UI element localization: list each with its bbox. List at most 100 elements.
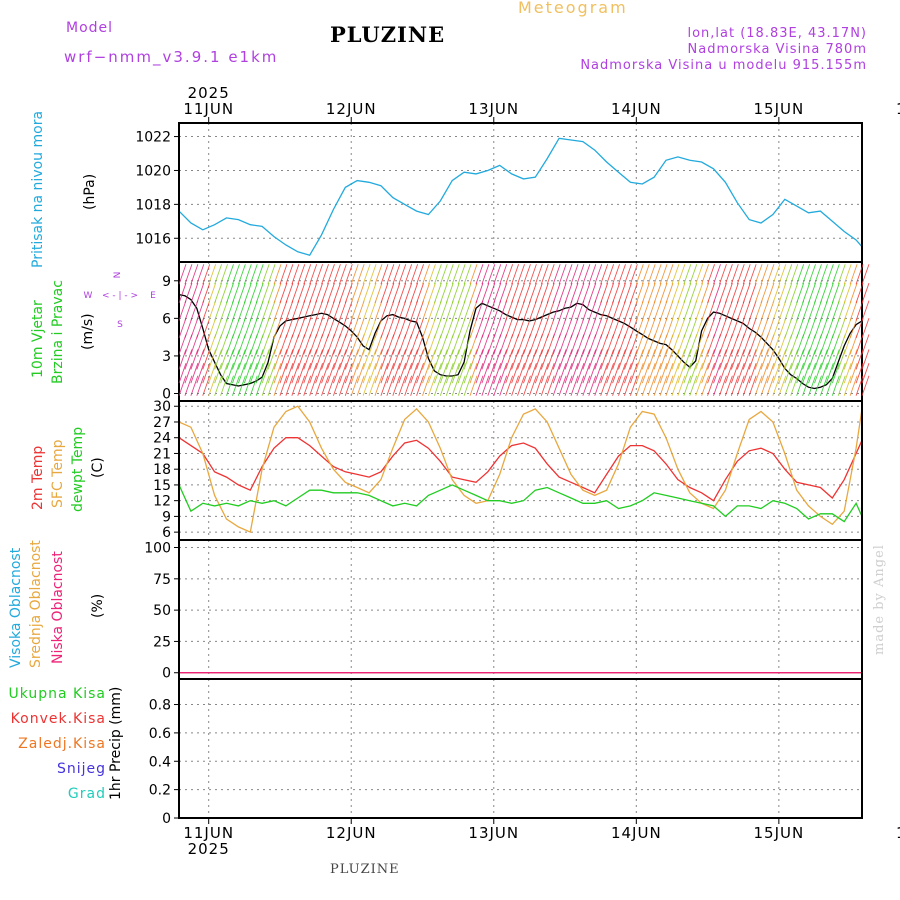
wind-barb [428,264,436,285]
wind-barb [552,282,561,304]
wind-barb [754,317,763,339]
wind-barb [356,363,365,384]
wind-barb [760,363,769,384]
wind-barb [546,375,555,396]
wind-barb [831,349,840,370]
wind-barb [475,300,484,321]
wind-barb [594,349,603,370]
wind-barb [594,375,603,396]
wind-barb [796,375,805,396]
wind-barb [315,317,324,339]
wind-barb [475,375,484,396]
wind-barb [629,317,638,339]
wind-barb [588,363,597,384]
wind-barb [428,282,436,304]
wind-barb [220,363,228,384]
wind-barb [748,317,757,339]
wind-barb [469,264,478,285]
wind-barb [321,300,329,321]
wind-barb [837,317,846,339]
wind-barb [689,317,698,339]
wind-barb [861,317,870,339]
wind-barb [178,264,187,285]
model-name: wrf−nmm_v3.9.1 e1km [64,48,279,66]
wind-barb [237,363,246,384]
wind-barb [618,264,626,285]
wind-barb [861,282,870,304]
wind-barb [778,282,787,304]
wind-barb [368,300,377,321]
wind-barb [724,264,733,285]
wind-barb [582,363,591,384]
wind-barb [808,317,816,339]
wind-barb [481,375,490,396]
wind-barb [232,300,240,321]
bottom-day-label: 13JUN [468,824,519,842]
wind-barb [499,300,508,321]
wind-barb [463,264,472,285]
wind-barb [760,264,769,285]
wind-barb [469,375,478,396]
wind-barb [802,349,811,370]
wind-barb [820,363,828,384]
temperature-ytick-label: 18 [153,462,171,478]
wind-barb [736,363,745,384]
wind-barb [243,282,252,304]
wind-barb [410,317,419,339]
wind-barb [713,363,721,384]
wind-barb [410,282,419,304]
wind-barb [202,317,211,339]
wind-barb [635,363,644,384]
wind-barb [445,282,454,304]
wind-barb [825,375,834,396]
wind-barb [754,363,763,384]
wind-barb [279,300,288,321]
wind-barb [445,349,454,370]
wind-barb [606,300,615,321]
wind-barb [517,264,525,285]
wind-barb [540,300,549,321]
wind-barb [243,300,252,321]
wind-barb [689,264,698,285]
wind-barb [606,264,615,285]
wind-barb [742,375,751,396]
wind-barb [546,349,555,370]
wind-barb [689,300,698,321]
wind-barb [380,375,389,396]
wind-barb [849,282,858,304]
wind-barb [380,349,389,370]
bottom-day-label: 12JUN [326,824,377,842]
wind-barb [707,363,716,384]
wind-barb [374,317,383,339]
wind-barb [683,363,692,384]
wind-barb [540,317,549,339]
wind-barb [237,300,246,321]
wind-barb [433,264,442,285]
wind-barb [505,282,514,304]
wind-barb [184,349,193,370]
wind-barb [451,363,460,384]
wind-barb [606,282,615,304]
wind-barb [374,363,383,384]
wind-barb [724,317,733,339]
wind-barb [701,282,710,304]
wind-barb [220,282,228,304]
wind-barb [178,349,187,370]
wind-barb [748,282,757,304]
compass-n: N [113,272,123,279]
wind-barb [683,264,692,285]
wind-barb [285,349,294,370]
wind-barb [457,300,466,321]
wind-barb [730,264,739,285]
wind-barb [279,375,288,396]
wind-barb [677,300,686,321]
wind-barb [695,300,704,321]
wind-barb [291,317,300,339]
wind-barb [748,363,757,384]
wind-barb [701,349,710,370]
wind-barb [707,300,716,321]
wind-barb [629,349,638,370]
wind-barb [214,282,223,304]
wind-barb [469,300,478,321]
wind-barb [861,264,870,285]
